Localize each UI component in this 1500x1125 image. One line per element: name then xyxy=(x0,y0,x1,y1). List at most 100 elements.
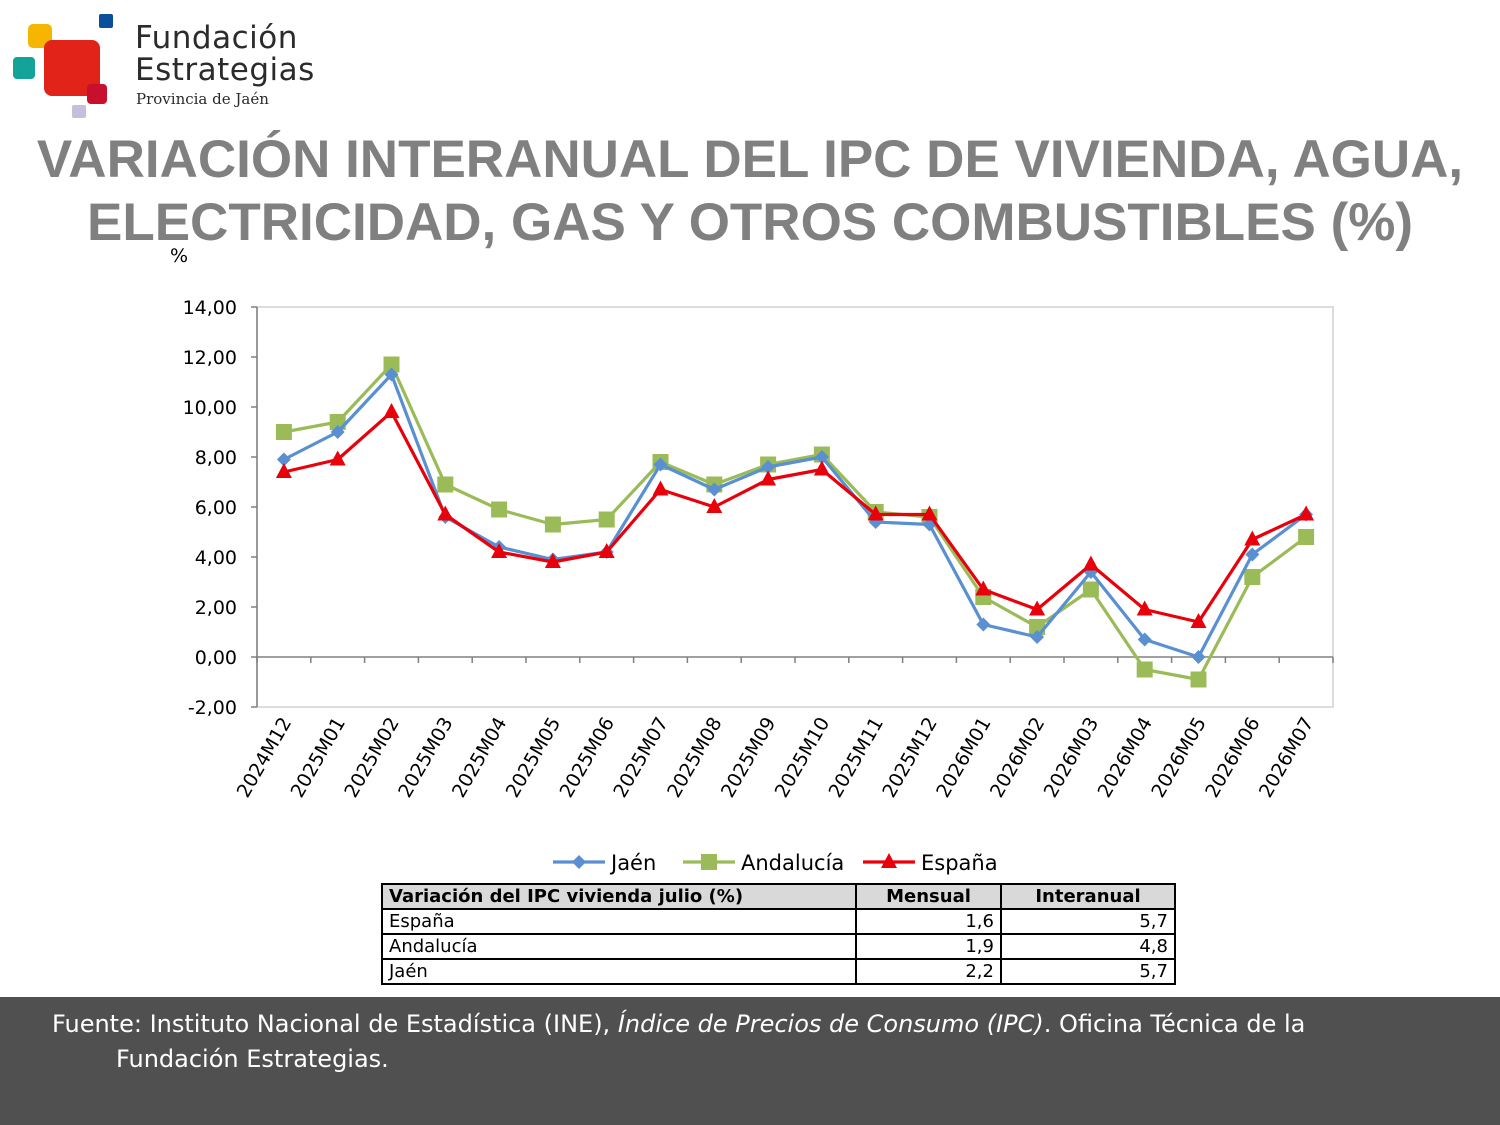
series-andalucia-point xyxy=(383,356,400,373)
legend-item: Jaén xyxy=(553,851,656,875)
x-tick-label: 2026M07 xyxy=(1255,714,1319,802)
series-andalucia-point xyxy=(544,516,561,533)
source-italic: Índice de Precios de Consumo (IPC) xyxy=(617,1010,1044,1038)
row-interanual: 5,7 xyxy=(1000,958,1176,985)
series-espana-point xyxy=(383,403,400,418)
row-mensual: 1,6 xyxy=(855,908,1002,935)
series-espana xyxy=(275,403,1315,628)
series-jaen-point xyxy=(707,482,722,497)
series-jaen-point xyxy=(1191,650,1206,664)
series-espana-point xyxy=(921,505,938,521)
line-chart: 14,00 12,00 10,00 8,00 6,00 4,00 2,00 0,00 -2,00… xyxy=(170,245,1334,802)
series-jaen-line xyxy=(283,372,1308,659)
series-jaen-point xyxy=(276,452,291,467)
table-header-label: Variación del IPC vivienda julio (%) xyxy=(381,883,857,910)
table-header-interanual: Interanual xyxy=(1000,883,1176,910)
series-andalucia-point xyxy=(1244,569,1261,585)
series-andalucia-point xyxy=(1082,581,1099,598)
logo: Fundación Estrategias Provincia de Jaén xyxy=(10,10,314,122)
series-espana-point xyxy=(1190,613,1207,628)
legend-label: Andalucía xyxy=(741,851,844,875)
row-label: España xyxy=(381,908,857,935)
logo-line1: Fundación xyxy=(135,20,298,56)
source-suffix: . Oficina Técnica de la xyxy=(1043,1010,1306,1038)
series-espana-point xyxy=(1082,555,1099,571)
legend-label: Jaén xyxy=(609,851,656,875)
title-line2: ELECTRICIDAD, GAS Y OTROS COMBUSTIBLES (… xyxy=(86,193,1414,252)
legend-label: España xyxy=(921,851,998,875)
series-jaen-point xyxy=(330,425,345,439)
logo-mark-icon xyxy=(13,14,113,118)
series-espana-point xyxy=(867,505,884,521)
y-tick-label: 6,00 xyxy=(195,497,237,519)
summary-table: Variación del IPC vivienda julio (%) Men… xyxy=(381,883,1176,985)
series-jaen-point xyxy=(1137,632,1152,647)
series-jaen-point xyxy=(814,450,829,464)
series-espana-point xyxy=(1029,600,1046,616)
y-tick-label: 0,00 xyxy=(195,647,237,669)
y-tick-label: 2,00 xyxy=(195,597,237,619)
table-header-row: Variación del IPC vivienda julio (%) Men… xyxy=(381,883,1176,910)
series-andalucia-point xyxy=(491,501,508,518)
series-espana-line xyxy=(283,410,1307,624)
y-tick-label: 4,00 xyxy=(195,547,237,569)
series-espana-point xyxy=(1244,530,1261,546)
series-jaen-point xyxy=(761,460,776,474)
series-jaen-point xyxy=(384,367,399,382)
series-espana-point xyxy=(1298,505,1315,521)
row-mensual: 2,2 xyxy=(855,958,1002,985)
table-row: España 1,6 5,7 xyxy=(381,908,1176,935)
footer-source: Fuente: Instituto Nacional de Estadístic… xyxy=(0,997,1500,1125)
legend-marker xyxy=(701,854,717,870)
legend-item: España xyxy=(863,851,998,875)
source-text: Fuente: Instituto Nacional de Estadístic… xyxy=(52,1007,1442,1077)
y-tick-label: 10,00 xyxy=(183,397,237,419)
series-espana-point xyxy=(598,543,615,558)
table-row: Jaén 2,2 5,7 xyxy=(381,958,1176,985)
series-espana-point xyxy=(437,505,454,521)
series-andalucia-point xyxy=(1298,529,1315,545)
series-espana-point xyxy=(1136,600,1153,616)
series-espana-point xyxy=(544,553,561,568)
series-andalucia-line xyxy=(283,362,1308,682)
series-jaen xyxy=(276,367,1314,664)
logo-line3: Provincia de Jaén xyxy=(136,90,269,108)
series-andalucia xyxy=(275,356,1315,688)
chart-legend: Jaén Andalucía España xyxy=(553,851,998,875)
table-header-mensual: Mensual xyxy=(855,883,1002,910)
y-tick-label: 12,00 xyxy=(183,347,237,369)
y-tick-label: -2,00 xyxy=(188,697,237,719)
series-espana-point xyxy=(652,480,669,496)
page-title: VARIACIÓN INTERANUAL DEL IPC DE VIVIENDA… xyxy=(0,128,1500,254)
y-tick-label: 8,00 xyxy=(195,447,237,469)
series-andalucia-point xyxy=(275,424,292,440)
title-line1: VARIACIÓN INTERANUAL DEL IPC DE VIVIENDA… xyxy=(36,130,1464,189)
legend-item: Andalucía xyxy=(683,851,844,875)
series-espana-point xyxy=(491,543,508,558)
row-label: Jaén xyxy=(381,958,857,985)
row-interanual: 5,7 xyxy=(1000,908,1176,935)
source-prefix: Fuente: Instituto Nacional de Estadístic… xyxy=(52,1010,618,1038)
series-jaen-point xyxy=(976,617,991,632)
series-espana-point xyxy=(706,498,723,513)
legend-marker xyxy=(572,855,586,869)
row-label: Andalucía xyxy=(381,933,857,960)
y-axis-label: % xyxy=(170,245,188,267)
series-jaen-point xyxy=(1245,547,1260,562)
series-jaen-point xyxy=(653,457,668,472)
series-jaen-point xyxy=(1030,630,1045,644)
series-espana-point xyxy=(275,463,292,478)
row-mensual: 1,9 xyxy=(855,933,1002,960)
series-espana-point xyxy=(760,470,777,486)
series-andalucia-point xyxy=(437,476,454,493)
series-espana-point xyxy=(813,460,830,476)
series-andalucia-point xyxy=(1136,661,1153,678)
series-espana-point xyxy=(329,450,346,466)
source-line2: Fundación Estrategias. xyxy=(116,1045,389,1073)
logo-line2: Estrategias xyxy=(135,52,315,88)
legend-marker xyxy=(881,853,897,868)
y-tick-label: 14,00 xyxy=(183,297,237,319)
series-espana-point xyxy=(975,580,992,596)
row-interanual: 4,8 xyxy=(1000,933,1176,960)
table-row: Andalucía 1,9 4,8 xyxy=(381,933,1176,960)
